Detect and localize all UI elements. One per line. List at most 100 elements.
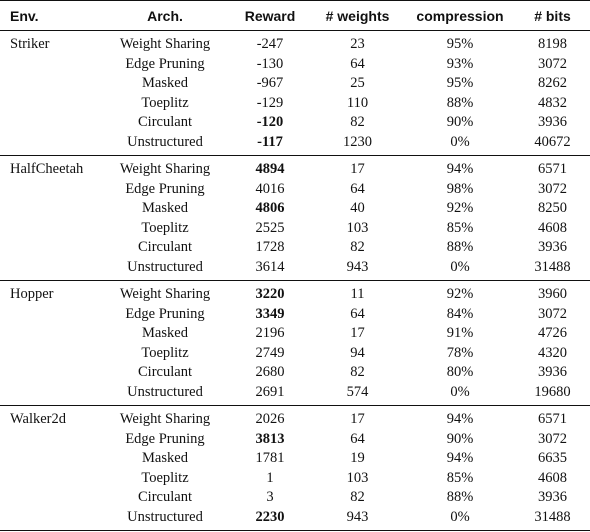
cell-weights: 25: [350, 75, 365, 91]
cell-weights: 82: [350, 364, 365, 380]
cell-compression: 0%: [405, 507, 515, 531]
cell-reward: 3813: [255, 430, 285, 447]
cell-reward: 3614: [230, 257, 310, 281]
cell-arch: Toeplitz: [141, 469, 189, 486]
cell-env: [0, 344, 100, 364]
header-compression: compression: [405, 0, 515, 31]
cell-env: [0, 449, 100, 469]
cell-bits: 3936: [538, 364, 567, 380]
table-row: Circulant 3 82 88% 3936: [0, 488, 590, 508]
cell-reward: 3: [266, 489, 274, 505]
cell-compression: 92%: [446, 286, 474, 302]
cell-reward: 2026: [255, 411, 285, 427]
cell-weights: 17: [350, 411, 365, 427]
cell-env: [0, 113, 100, 133]
table-row: Masked 4806 40 92% 8250: [0, 199, 590, 219]
cell-bits: 3072: [538, 180, 567, 197]
cell-arch: Weight Sharing: [119, 411, 211, 427]
cell-arch: Circulant: [138, 114, 192, 130]
cell-weights: 64: [350, 55, 365, 72]
cell-arch: Edge Pruning: [125, 305, 205, 322]
cell-arch: Edge Pruning: [125, 430, 205, 447]
cell-arch: Unstructured: [100, 257, 230, 281]
table-row: Edge Pruning 3813 64 90% 3072: [0, 430, 590, 450]
header-env: Env.: [0, 0, 100, 31]
cell-arch: Masked: [142, 450, 188, 466]
cell-env: [0, 180, 100, 200]
cell-arch: Toeplitz: [141, 344, 189, 361]
cell-arch: Weight Sharing: [119, 161, 211, 177]
cell-compression: 98%: [446, 180, 474, 197]
cell-weights: 943: [310, 507, 405, 531]
cell-bits: 3936: [538, 489, 567, 505]
table-row: Circulant -120 82 90% 3936: [0, 113, 590, 133]
env-group: Walker2d Weight Sharing 2026 17 94% 6571 Edge …: [0, 406, 590, 531]
cell-compression: 88%: [446, 489, 474, 505]
env-group: Striker Weight Sharing -247 23 95% 8198 Edge P…: [0, 31, 590, 156]
env-group: HalfCheetah Weight Sharing 4894 17 94% 6571 Ed…: [0, 156, 590, 281]
table-row: Unstructured 3614 943 0% 31488: [0, 257, 590, 281]
cell-arch: Masked: [142, 200, 188, 216]
cell-arch: Edge Pruning: [125, 55, 205, 72]
cell-bits: 8250: [538, 200, 567, 216]
cell-env: [0, 132, 100, 156]
cell-compression: 78%: [446, 344, 474, 361]
table-header: Env. Arch. Reward # weights compression …: [0, 0, 590, 31]
cell-reward: 3349: [255, 305, 285, 322]
cell-env: [0, 238, 100, 258]
cell-reward: -129: [256, 94, 284, 111]
cell-bits: 3936: [538, 239, 567, 255]
cell-arch: Toeplitz: [141, 94, 189, 111]
cell-env: [0, 382, 100, 406]
cell-bits: 4608: [538, 469, 567, 486]
table-row: Unstructured 2691 574 0% 19680: [0, 382, 590, 406]
cell-compression: 84%: [446, 305, 474, 322]
cell-reward: -117: [230, 132, 310, 156]
cell-weights: 94: [350, 344, 365, 361]
cell-reward: 2196: [255, 325, 285, 341]
cell-compression: 0%: [405, 257, 515, 281]
cell-weights: 110: [346, 94, 369, 111]
cell-weights: 103: [346, 469, 369, 486]
table-row: Edge Pruning 4016 64 98% 3072: [0, 180, 590, 200]
cell-arch: Edge Pruning: [125, 180, 205, 197]
cell-bits: 8198: [538, 36, 567, 52]
table-row: Masked -967 25 95% 8262: [0, 74, 590, 94]
cell-env: [0, 507, 100, 531]
cell-weights: 19: [350, 450, 365, 466]
table-row: Toeplitz 2749 94 78% 4320: [0, 344, 590, 364]
cell-weights: 103: [346, 219, 369, 236]
cell-bits: 4726: [538, 325, 567, 341]
cell-arch: Unstructured: [100, 382, 230, 406]
cell-compression: 85%: [446, 219, 474, 236]
table-row: Edge Pruning 3349 64 84% 3072: [0, 305, 590, 325]
cell-env: HalfCheetah: [10, 161, 84, 177]
cell-weights: 574: [310, 382, 405, 406]
cell-bits: 3072: [538, 430, 567, 447]
table-row: Toeplitz 2525 103 85% 4608: [0, 219, 590, 239]
cell-weights: 17: [350, 325, 365, 341]
table-row: Toeplitz 1 103 85% 4608: [0, 469, 590, 489]
cell-reward: 2230: [230, 507, 310, 531]
table-row: Unstructured -117 1230 0% 40672: [0, 132, 590, 156]
cell-env: [0, 199, 100, 219]
table-row: Masked 1781 19 94% 6635: [0, 449, 590, 469]
cell-bits: 4608: [538, 219, 567, 236]
table-row: HalfCheetah Weight Sharing 4894 17 94% 6571: [0, 156, 590, 180]
cell-env: [0, 430, 100, 450]
cell-arch: Masked: [142, 325, 188, 341]
cell-env: [0, 55, 100, 75]
cell-weights: 40: [350, 200, 365, 216]
cell-compression: 90%: [446, 114, 474, 130]
cell-weights: 82: [350, 489, 365, 505]
cell-reward: 2680: [255, 364, 285, 380]
cell-bits: 6571: [538, 161, 567, 177]
cell-compression: 94%: [446, 450, 474, 466]
cell-arch: Circulant: [138, 364, 192, 380]
cell-arch: Toeplitz: [141, 219, 189, 236]
cell-bits: 4320: [538, 344, 567, 361]
cell-env: [0, 94, 100, 114]
cell-reward: 4016: [255, 180, 285, 197]
